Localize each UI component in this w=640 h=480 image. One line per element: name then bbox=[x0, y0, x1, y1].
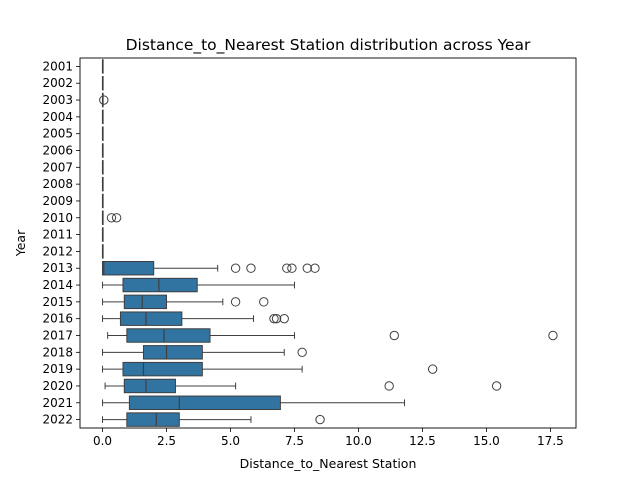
y-tick-label: 2014 bbox=[42, 278, 73, 292]
y-tick-label: 2004 bbox=[42, 110, 73, 124]
box bbox=[119, 311, 183, 326]
outlier-point bbox=[106, 213, 117, 223]
box-group-2017 bbox=[107, 328, 558, 343]
y-tick-label: 2021 bbox=[42, 396, 73, 410]
x-axis-label: Distance_to_Nearest Station bbox=[240, 456, 417, 471]
box-group-2012 bbox=[101, 244, 104, 259]
outlier-point bbox=[246, 263, 256, 273]
y-tick-label: 2012 bbox=[42, 244, 73, 258]
outlier-point bbox=[230, 263, 241, 273]
box-group-2020 bbox=[104, 378, 502, 394]
chart-title: Distance_to_Nearest Station distribution… bbox=[126, 36, 531, 55]
outlier-point bbox=[548, 330, 558, 341]
box-group-2013 bbox=[102, 261, 320, 276]
box-group-2004 bbox=[101, 109, 104, 125]
outlier-point bbox=[269, 313, 279, 324]
y-tick-label: 2017 bbox=[42, 329, 73, 343]
y-axis-label: Year bbox=[13, 229, 28, 257]
outlier-point bbox=[310, 263, 320, 273]
y-tick-label: 2015 bbox=[42, 295, 73, 309]
y-tick-label: 2006 bbox=[42, 144, 73, 158]
box bbox=[122, 277, 198, 293]
box-group-2006 bbox=[101, 143, 104, 158]
box-group-2008 bbox=[101, 176, 104, 192]
y-tick-label: 2020 bbox=[42, 379, 73, 393]
box bbox=[123, 378, 176, 394]
box-group-2010 bbox=[101, 210, 122, 226]
outlier-point bbox=[427, 364, 438, 374]
y-tick-label: 2003 bbox=[42, 93, 73, 107]
y-tick-label: 2009 bbox=[42, 194, 73, 208]
y-tick-label: 2016 bbox=[42, 312, 73, 326]
box bbox=[123, 294, 168, 310]
y-tick-label: 2008 bbox=[42, 177, 73, 191]
outlier-point bbox=[315, 414, 325, 425]
box-group-2001 bbox=[101, 59, 104, 74]
y-tick-label: 2022 bbox=[42, 413, 73, 427]
boxes-layer bbox=[99, 59, 558, 427]
outlier-point bbox=[99, 95, 109, 105]
outlier-point bbox=[389, 330, 399, 341]
outlier-point bbox=[271, 313, 282, 324]
box bbox=[126, 412, 180, 427]
box bbox=[102, 261, 155, 276]
outlier-point bbox=[259, 297, 269, 307]
x-tick-label: 7.5 bbox=[285, 434, 304, 448]
x-tick-label: 15.0 bbox=[473, 434, 500, 448]
y-tick-label: 2005 bbox=[42, 127, 73, 141]
y-tick-label: 2018 bbox=[42, 345, 73, 359]
x-tick-label: 2.5 bbox=[157, 434, 176, 448]
box-group-2018 bbox=[102, 345, 307, 360]
box-group-2022 bbox=[102, 412, 325, 427]
box-group-2007 bbox=[101, 160, 104, 175]
plot-frame bbox=[79, 57, 577, 429]
y-axis: 2001 2002 2003 2004 2005 2006 2007 2008 2009 2010… bbox=[42, 59, 80, 427]
y-tick-label: 2010 bbox=[42, 211, 73, 225]
box bbox=[142, 345, 203, 360]
y-tick-label: 2019 bbox=[42, 362, 73, 376]
box-group-2005 bbox=[101, 126, 104, 141]
outlier-point bbox=[230, 297, 241, 307]
y-tick-label: 2002 bbox=[42, 76, 73, 90]
box-group-2009 bbox=[101, 193, 104, 209]
outlier-point bbox=[287, 263, 297, 273]
outlier-point bbox=[384, 381, 394, 391]
x-tick-label: 17.5 bbox=[537, 434, 564, 448]
box bbox=[128, 395, 281, 410]
box bbox=[122, 361, 203, 377]
box-group-2011 bbox=[101, 227, 104, 242]
x-tick-label: 5.0 bbox=[221, 434, 240, 448]
x-tick-label: 12.5 bbox=[409, 434, 436, 448]
y-tick-label: 2013 bbox=[42, 261, 73, 275]
box-group-2021 bbox=[102, 395, 406, 410]
box-group-2016 bbox=[102, 311, 289, 326]
box-group-2019 bbox=[102, 361, 438, 377]
outlier-point bbox=[302, 263, 312, 273]
y-tick-label: 2007 bbox=[42, 160, 73, 174]
box-group-2003 bbox=[99, 92, 109, 108]
outlier-point bbox=[111, 213, 122, 223]
x-axis: 0.0 2.5 5.0 7.5 10.0 12.5 15.0 17.5 bbox=[93, 428, 564, 448]
box-group-2015 bbox=[102, 294, 269, 310]
outlier-point bbox=[282, 263, 292, 273]
box-group-2002 bbox=[101, 76, 104, 91]
x-tick-label: 0.0 bbox=[93, 434, 112, 448]
x-tick-label: 10.0 bbox=[345, 434, 372, 448]
outlier-point bbox=[491, 381, 502, 391]
outlier-point bbox=[297, 347, 307, 358]
box-group-2014 bbox=[102, 277, 295, 293]
y-tick-label: 2011 bbox=[42, 228, 73, 242]
outlier-point bbox=[279, 313, 289, 324]
box bbox=[126, 328, 211, 343]
y-tick-label: 2001 bbox=[42, 59, 73, 73]
